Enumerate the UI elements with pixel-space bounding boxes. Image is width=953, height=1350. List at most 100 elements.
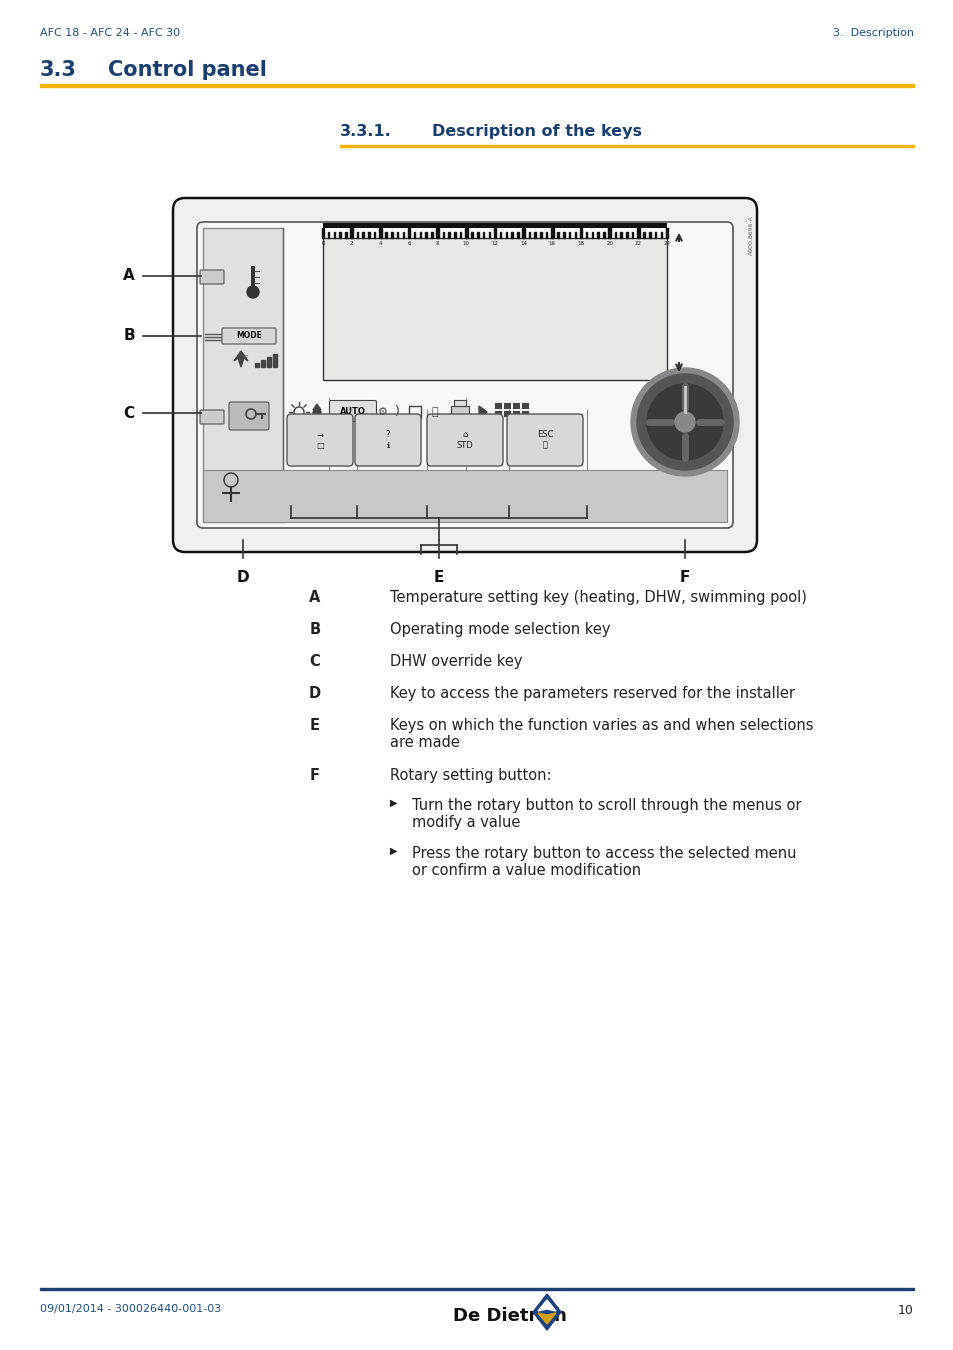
Text: B: B [123, 328, 134, 343]
Bar [494, 228, 496, 238]
Text: Operating mode selection key: Operating mode selection key [390, 622, 610, 637]
Text: ESC
🔔: ESC 🔔 [537, 431, 553, 450]
Bar [574, 232, 576, 238]
FancyBboxPatch shape [196, 221, 732, 528]
Text: 6: 6 [407, 242, 411, 246]
Circle shape [675, 412, 695, 432]
Text: Temperature setting key (heating, DHW, swimming pool): Temperature setting key (heating, DHW, s… [390, 590, 806, 605]
Text: 10: 10 [462, 242, 469, 246]
Text: AFC 18 - AFC 24 - AFC 30: AFC 18 - AFC 24 - AFC 30 [40, 28, 180, 38]
FancyBboxPatch shape [222, 328, 275, 344]
Bar [648, 232, 650, 238]
Bar [503, 404, 511, 409]
Bar [499, 232, 501, 238]
Bar [659, 232, 661, 238]
Text: C: C [310, 653, 320, 670]
Bar [321, 228, 324, 238]
Bar [579, 228, 581, 238]
Bar [608, 228, 610, 238]
Bar [505, 232, 507, 238]
Text: 4: 4 [378, 242, 382, 246]
Bar [454, 400, 465, 406]
Bar [203, 228, 283, 522]
Text: 2: 2 [350, 242, 353, 246]
Text: E: E [310, 718, 319, 733]
Bar [442, 232, 444, 238]
Bar [323, 223, 666, 228]
Text: C: C [123, 405, 134, 420]
Bar [521, 404, 529, 409]
FancyBboxPatch shape [427, 414, 502, 466]
Text: 12: 12 [491, 242, 498, 246]
Bar [642, 232, 644, 238]
Bar [425, 232, 427, 238]
Text: A: A [123, 269, 134, 284]
Bar [391, 232, 392, 238]
Polygon shape [533, 1295, 560, 1330]
Bar [273, 354, 276, 367]
Text: A: A [309, 590, 320, 605]
Text: ⚙: ⚙ [377, 406, 388, 417]
Bar [254, 363, 258, 367]
Text: 24: 24 [662, 242, 670, 246]
Bar [419, 232, 421, 238]
Bar [585, 232, 587, 238]
Text: Key to access the parameters reserved for the installer: Key to access the parameters reserved fo… [390, 686, 794, 701]
Bar [619, 232, 621, 238]
Text: ⌂
STD: ⌂ STD [456, 431, 473, 450]
Text: bar: bar [241, 355, 249, 359]
Bar [521, 410, 529, 417]
Circle shape [313, 409, 320, 417]
Text: Rotary setting button:: Rotary setting button: [390, 768, 551, 783]
Text: D: D [309, 686, 321, 701]
FancyBboxPatch shape [329, 401, 376, 421]
Bar [568, 232, 570, 238]
Bar [323, 238, 666, 379]
Text: 16: 16 [548, 242, 556, 246]
Text: ): ) [395, 405, 399, 418]
Bar [602, 232, 604, 238]
Bar [557, 232, 558, 238]
Text: 20: 20 [605, 242, 613, 246]
Bar [362, 232, 363, 238]
Bar [396, 232, 397, 238]
Bar [374, 232, 375, 238]
Bar [261, 360, 265, 367]
Bar [513, 410, 519, 417]
Bar [414, 232, 416, 238]
Bar [522, 228, 524, 238]
Text: 22: 22 [634, 242, 641, 246]
Polygon shape [233, 351, 248, 367]
Bar [591, 232, 593, 238]
Bar [350, 228, 353, 238]
Bar [40, 84, 913, 86]
Text: ▶: ▶ [390, 846, 397, 856]
Text: De Dietrich: De Dietrich [453, 1307, 566, 1324]
Bar [345, 232, 346, 238]
Bar [471, 232, 473, 238]
Polygon shape [537, 1300, 556, 1311]
Bar [637, 228, 639, 238]
Bar [448, 232, 450, 238]
Text: A000.8696-A: A000.8696-A [748, 215, 753, 255]
Bar [328, 232, 329, 238]
Text: 18: 18 [577, 242, 584, 246]
Bar [665, 228, 667, 238]
FancyBboxPatch shape [287, 414, 353, 466]
Text: E: E [434, 570, 444, 585]
Bar [339, 232, 340, 238]
Circle shape [630, 369, 739, 477]
Bar [511, 232, 513, 238]
Bar [495, 410, 501, 417]
Bar [513, 404, 519, 409]
Bar [503, 410, 511, 417]
FancyBboxPatch shape [200, 270, 224, 284]
Bar [454, 232, 456, 238]
Bar [562, 232, 564, 238]
Bar [339, 144, 913, 147]
Text: F: F [310, 768, 319, 783]
Text: 3.3: 3.3 [40, 59, 77, 80]
Bar [597, 232, 598, 238]
Text: 3.3.1.: 3.3.1. [339, 124, 392, 139]
Bar [625, 232, 627, 238]
